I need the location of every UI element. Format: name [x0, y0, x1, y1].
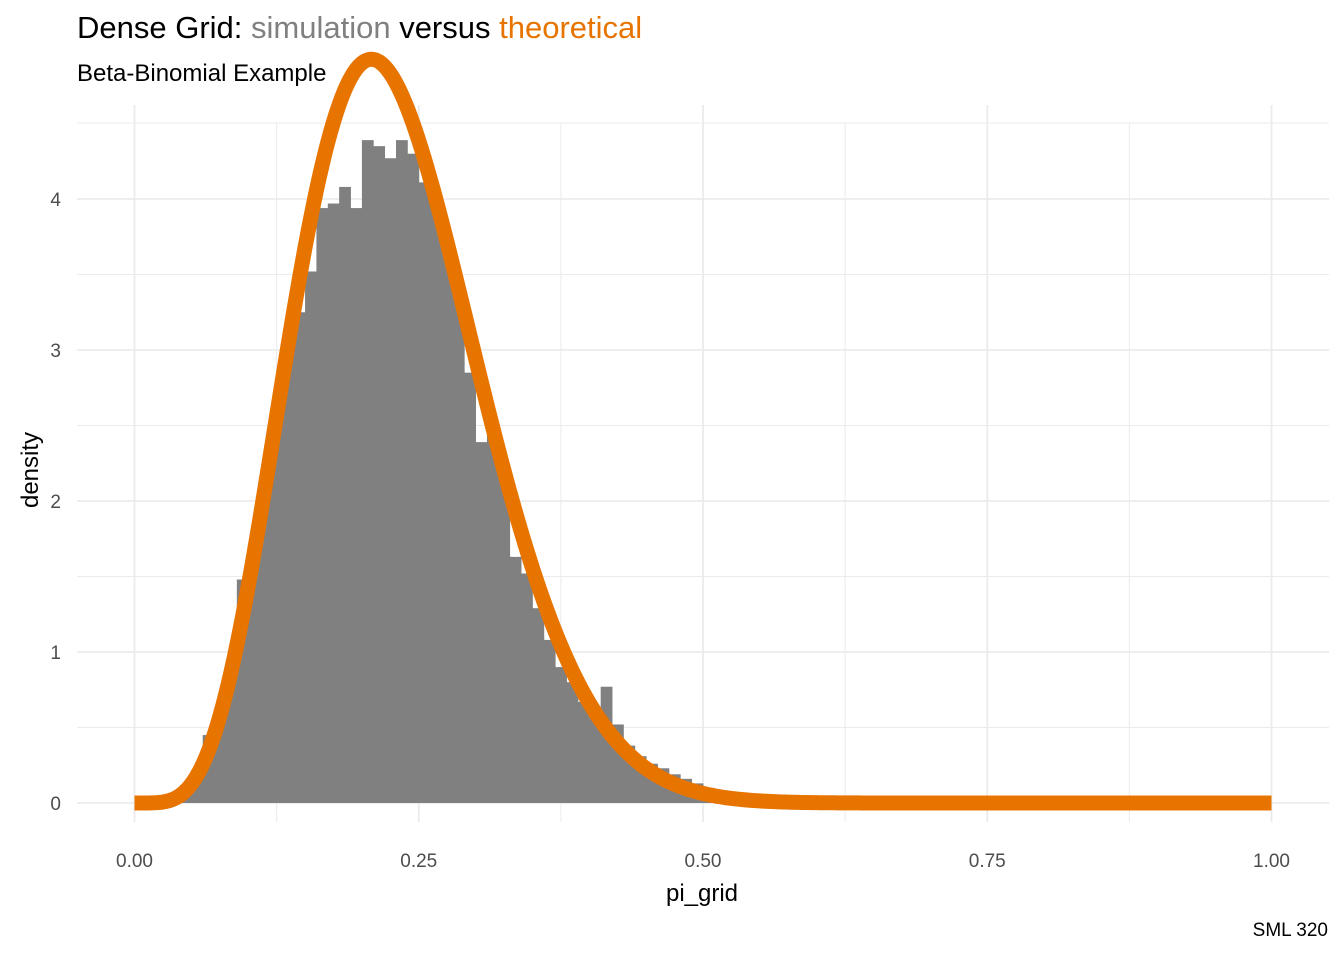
- title-simulation: simulation: [251, 10, 391, 45]
- histogram-bar: [486, 428, 499, 803]
- theoretical-curve: [129, 51, 1277, 811]
- y-tick-label: 4: [50, 190, 61, 211]
- simulation-histogram: [179, 140, 909, 804]
- histogram-bar: [350, 208, 363, 803]
- histogram-bar: [270, 420, 283, 803]
- histogram-bar: [498, 473, 511, 803]
- y-tick-label: 1: [50, 643, 61, 664]
- title-versus: versus: [390, 10, 500, 45]
- histogram-bar: [589, 718, 602, 803]
- histogram-bar: [430, 206, 442, 804]
- histogram-bar: [623, 745, 636, 803]
- title-prefix: Dense Grid:: [77, 10, 252, 45]
- histogram-bar: [600, 686, 613, 803]
- histogram-bar: [521, 573, 533, 803]
- chart-title: Dense Grid: simulation versus theoretica…: [77, 10, 642, 46]
- histogram-bar: [214, 709, 226, 803]
- x-axis-title: pi_grid: [666, 880, 738, 907]
- y-tick-label: 2: [50, 492, 61, 513]
- histogram-bar: [464, 372, 476, 803]
- histogram-bar: [305, 271, 317, 804]
- histogram-bar: [441, 236, 454, 803]
- x-tick-label: 0.00: [116, 851, 153, 872]
- histogram-bar: [475, 442, 488, 803]
- histogram-bar: [225, 664, 238, 803]
- histogram-bar: [373, 146, 386, 803]
- histogram-bar: [248, 543, 260, 803]
- y-tick-label: 0: [50, 794, 61, 815]
- histogram-bar: [396, 140, 408, 804]
- histogram-bar: [543, 639, 556, 803]
- histogram-bar: [577, 701, 590, 803]
- histogram-bar: [339, 186, 351, 804]
- chart-subtitle: Beta-Binomial Example: [77, 60, 327, 87]
- x-tick-label: 0.50: [685, 851, 722, 872]
- histogram-bar: [566, 682, 579, 803]
- histogram-bar: [509, 556, 522, 803]
- histogram-bar: [418, 182, 431, 803]
- histogram-bar: [407, 153, 420, 803]
- histogram-bar: [282, 346, 295, 803]
- y-axis-title: density: [17, 432, 44, 508]
- histogram-bar: [327, 203, 340, 803]
- histogram-bar: [293, 312, 306, 803]
- title-theoretical: theoretical: [499, 10, 643, 45]
- x-tick-label: 0.25: [400, 851, 437, 872]
- histogram-bar: [361, 140, 374, 804]
- histogram-bar: [612, 724, 624, 803]
- theoretical-curve-group: [129, 51, 1277, 811]
- histogram-bar: [532, 608, 545, 803]
- y-tick-label: 3: [50, 341, 61, 362]
- histogram-bar: [555, 667, 567, 803]
- histogram-bar: [259, 482, 272, 803]
- histogram-bar: [634, 756, 647, 803]
- histogram-bar: [384, 158, 397, 804]
- x-tick-label: 1.00: [1253, 851, 1290, 872]
- histogram-bar: [452, 297, 465, 803]
- histogram-bar: [316, 208, 329, 803]
- chart-caption: SML 320: [1252, 920, 1328, 941]
- histogram-bar: [646, 763, 658, 803]
- x-tick-label: 0.75: [969, 851, 1006, 872]
- axis-ticks: 0.00 0.25 0.50 0.75 1.00 0 1 2 3 4: [50, 190, 1290, 872]
- histogram-bar: [236, 579, 249, 803]
